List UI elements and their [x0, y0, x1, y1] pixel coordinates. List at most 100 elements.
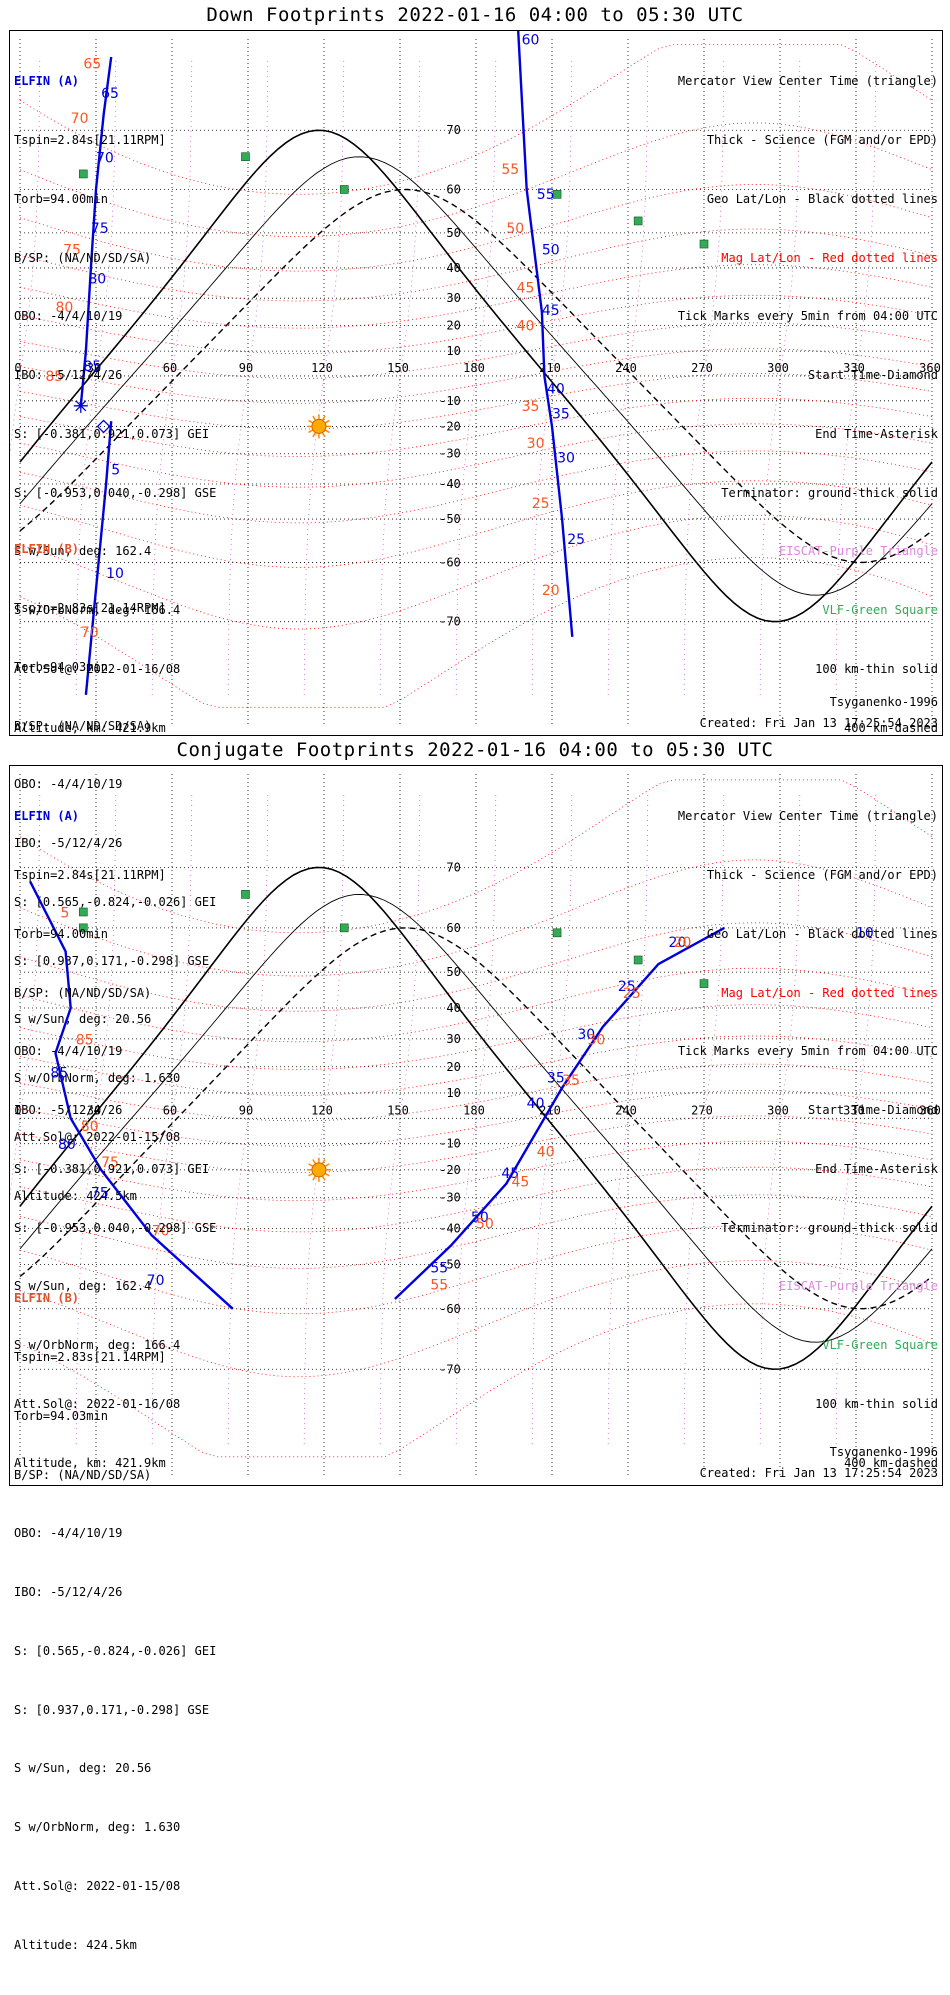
- info-line: Altitude, km: 421.9km: [14, 1455, 166, 1470]
- lon-tick-label: 120: [311, 1103, 333, 1117]
- mag-lat-line: [19, 397, 933, 458]
- lat-tick-label: -10: [439, 394, 461, 408]
- elfin-b-header: ELFIN (B): [14, 542, 80, 557]
- lon-tick-label: 240: [615, 361, 637, 375]
- track-tick-label: 55: [537, 187, 555, 203]
- info-line: S w/OrbNorm, deg: 1.630: [14, 1071, 181, 1086]
- info-line: Torb=94.03min: [14, 659, 108, 674]
- legend-item: Geo Lat/Lon - Black dotted lines: [706, 191, 938, 206]
- track-tick-label: 50: [542, 243, 560, 259]
- terminator-400km: [19, 927, 933, 1310]
- mag-tick-label: 55: [501, 162, 519, 178]
- track-tick-label: 85: [83, 359, 101, 375]
- sun-ray: [321, 432, 326, 438]
- track-tick-label: 80: [58, 1137, 76, 1153]
- sun-ray: [321, 415, 326, 421]
- lat-tick-label: -20: [439, 419, 461, 433]
- lon-tick-label: 330: [843, 361, 865, 375]
- mag-lat-line: [19, 1115, 933, 1173]
- track-tick-label: 85: [50, 1065, 68, 1081]
- mag-tick-label: 65: [83, 56, 101, 72]
- lat-tick-label: -30: [439, 1191, 461, 1205]
- legend-item: Mag Lat/Lon - Red dotted lines: [721, 250, 938, 265]
- lon-tick-label: 120: [311, 361, 333, 375]
- info-line: Att.Sol@: 2022-01-16/08: [14, 1397, 181, 1411]
- lon-tick-label: 270: [691, 1103, 713, 1117]
- track-tick-label: 70: [96, 151, 114, 167]
- lat-tick-label: -50: [439, 1257, 461, 1271]
- sun-ray: [312, 1175, 317, 1181]
- info-line: B/SP: (NA/ND/SD/SA): [14, 250, 152, 265]
- info-line: S: [0.565,-0.824,-0.026] GEI: [14, 1643, 217, 1658]
- info-line: B/SP: (NA/ND/SD/SA): [14, 985, 152, 1000]
- legend-item: Tick Marks every 5min from 04:00 UTC: [677, 1044, 938, 1059]
- track-tick-label: 50: [471, 1210, 489, 1226]
- lat-tick-label: 40: [446, 261, 460, 275]
- model-label: Tsyganenko-1996: [829, 1445, 938, 1459]
- info-line: Tspin=2.83s[21.14RPM]: [14, 1349, 166, 1364]
- lat-tick-label: -60: [439, 555, 461, 569]
- mag-lat-line: [19, 184, 933, 272]
- legend-item: VLF-Green Square: [822, 603, 938, 618]
- info-line: S w/Sun, deg: 162.4: [14, 544, 152, 559]
- info-line: IBO: -5/12/4/26: [14, 368, 123, 383]
- mag-tick-label: 20: [542, 583, 560, 599]
- mag-lat-line: [19, 1063, 933, 1122]
- lon-tick-label: 60: [163, 361, 177, 375]
- info-line: IBO: -5/12/4/26: [14, 1103, 123, 1118]
- legend-item: 100 km-thin solid: [815, 662, 938, 676]
- mag-lat-line: [19, 122, 933, 237]
- vlf-site-marker: [79, 169, 88, 179]
- info-line: IBO: -5/12/4/26: [14, 836, 123, 851]
- mag-tick-label: 80: [55, 300, 73, 316]
- start-diamond: [96, 419, 111, 434]
- lat-tick-label: 70: [446, 123, 460, 137]
- sun-ray: [308, 1163, 314, 1167]
- elfin-b-header: ELFIN (B): [14, 1291, 80, 1306]
- info-line: S: [-0.953,0.040,-0.298] GSE: [14, 485, 217, 500]
- mag-tick-label: 5: [61, 905, 70, 921]
- mag-lat-line: [19, 1035, 933, 1096]
- info-line: Torb=94.00min: [14, 926, 108, 941]
- sun-ray: [308, 1172, 314, 1177]
- vlf-site-marker: [699, 979, 709, 988]
- vlf-site-marker: [552, 190, 562, 199]
- elfin-a-info-conjugate: ELFIN (A) Tspin=2.84s[21.11RPM] Torb=94.…: [14, 768, 216, 1513]
- mag-tick-label: 20: [674, 935, 692, 951]
- footprint-track: [29, 880, 234, 1310]
- lat-tick-label: 70: [446, 860, 460, 874]
- lat-tick-label: 20: [446, 1060, 460, 1074]
- legend-down: Mercator View Center Time (triangle) Thi…: [678, 33, 938, 778]
- vlf-site-marker: [699, 239, 709, 249]
- info-line: S w/Sun, deg: 20.56: [14, 1012, 152, 1027]
- lat-tick-label: -40: [439, 1222, 461, 1236]
- footprint-track: [84, 421, 113, 696]
- map-plot-down: 0 30 60 90 120 150 180 210 240 270 300 330 360 70 60 50…: [10, 31, 941, 727]
- track-tick-label: 80: [88, 272, 106, 288]
- map-plot-conjugate: 0 30 60 90 120 150 180 210 240 270 300 330 360706050…: [10, 774, 941, 1477]
- sun-ray: [312, 415, 317, 421]
- sun-ray: [308, 429, 314, 434]
- legend-item: EISCAT-Purple Triangle: [779, 544, 938, 559]
- mag-tick-label: 25: [532, 496, 550, 512]
- end-asterisk: [73, 398, 88, 413]
- model-label: Tsyganenko-1996: [829, 695, 938, 709]
- lon-tick-label: 150: [387, 361, 409, 375]
- legend-item: Thick - Science (FGM and/or EPD): [706, 867, 938, 882]
- track-tick-label: 60: [522, 33, 540, 49]
- legend-item: Thick - Science (FGM and/or EPD): [706, 132, 938, 147]
- track-tick-label: 25: [567, 532, 585, 548]
- lat-tick-label: -20: [439, 1163, 461, 1177]
- info-line: Att.Sol@: 2022-01-15/08: [14, 1879, 181, 1893]
- mag-lat-line: [19, 264, 933, 329]
- info-line: OBO: -4/4/10/19: [14, 777, 123, 792]
- track-tick-label: 35: [547, 1071, 565, 1087]
- info-line: S: [0.937,0.171,-0.298] GSE: [14, 953, 210, 968]
- mag-tick-label: 75: [101, 1155, 119, 1171]
- lon-tick-label: 30: [87, 1103, 101, 1117]
- info-line: S w/OrbNorm, deg: 166.4: [14, 1338, 181, 1353]
- lon-tick-label: 0: [14, 1103, 21, 1117]
- sun-ray: [312, 1159, 317, 1165]
- vlf-site-marker: [633, 216, 643, 226]
- mag-tick-label: 25: [623, 986, 641, 1002]
